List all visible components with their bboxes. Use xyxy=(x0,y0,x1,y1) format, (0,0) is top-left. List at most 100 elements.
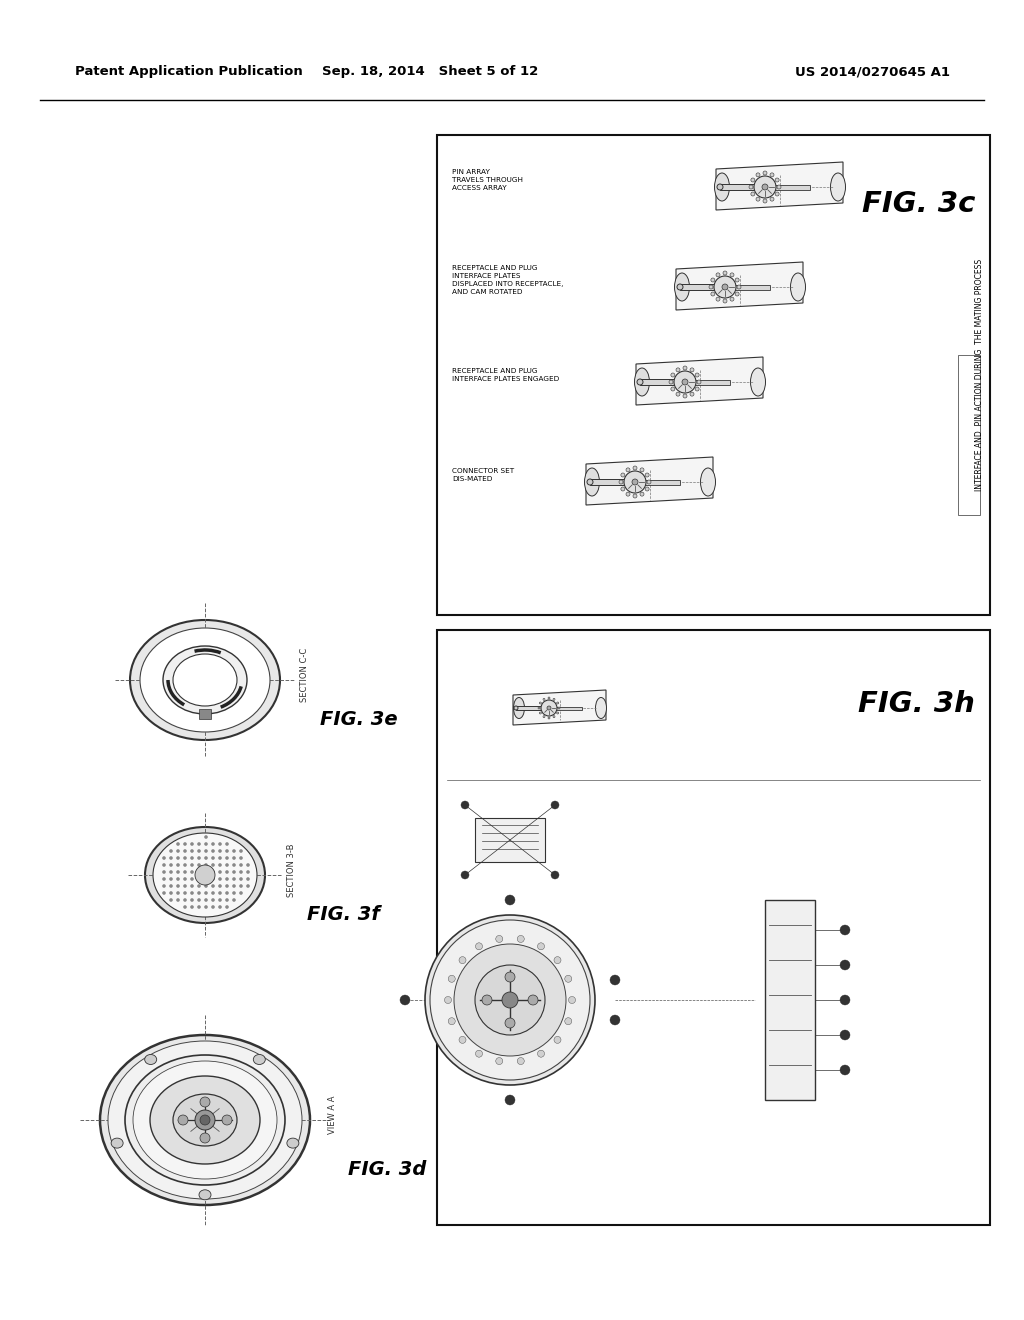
Circle shape xyxy=(204,906,208,908)
Circle shape xyxy=(183,878,186,880)
Circle shape xyxy=(162,884,166,888)
Circle shape xyxy=(756,173,760,177)
Circle shape xyxy=(695,374,699,378)
Circle shape xyxy=(548,697,550,700)
Bar xyxy=(725,285,770,290)
Circle shape xyxy=(674,371,696,393)
Circle shape xyxy=(770,197,774,201)
Text: FIG. 3c: FIG. 3c xyxy=(861,190,975,218)
Bar xyxy=(769,954,811,965)
Ellipse shape xyxy=(751,368,766,396)
Circle shape xyxy=(551,801,559,809)
Circle shape xyxy=(169,863,173,867)
Circle shape xyxy=(690,368,694,372)
Circle shape xyxy=(723,300,727,304)
Circle shape xyxy=(169,898,173,902)
Circle shape xyxy=(190,842,194,846)
Circle shape xyxy=(840,995,850,1005)
Circle shape xyxy=(195,865,215,884)
Circle shape xyxy=(459,1036,466,1043)
Circle shape xyxy=(751,191,755,195)
Circle shape xyxy=(222,1115,232,1125)
Circle shape xyxy=(459,957,466,964)
Circle shape xyxy=(218,878,222,880)
Circle shape xyxy=(204,863,208,867)
Ellipse shape xyxy=(130,620,280,741)
Circle shape xyxy=(162,863,166,867)
Circle shape xyxy=(246,863,250,867)
Circle shape xyxy=(218,884,222,888)
Text: RECEPTACLE AND PLUG
INTERFACE PLATES
DISPLACED INTO RECEPTACLE,
AND CAM ROTATED: RECEPTACLE AND PLUG INTERFACE PLATES DIS… xyxy=(452,265,563,294)
Circle shape xyxy=(626,492,630,496)
Circle shape xyxy=(162,870,166,874)
Bar xyxy=(765,185,810,190)
Text: PIN ARRAY
TRAVELS THROUGH
ACCESS ARRAY: PIN ARRAY TRAVELS THROUGH ACCESS ARRAY xyxy=(452,169,523,191)
Text: FIG. 3d: FIG. 3d xyxy=(348,1160,426,1179)
Circle shape xyxy=(554,1036,561,1043)
Circle shape xyxy=(763,172,767,176)
Circle shape xyxy=(482,995,492,1005)
Circle shape xyxy=(232,884,236,888)
Circle shape xyxy=(225,878,228,880)
Circle shape xyxy=(176,898,180,902)
Circle shape xyxy=(697,380,701,384)
Ellipse shape xyxy=(108,1041,302,1199)
Circle shape xyxy=(558,708,560,709)
Circle shape xyxy=(211,863,215,867)
Circle shape xyxy=(777,185,781,189)
Circle shape xyxy=(225,906,228,908)
Circle shape xyxy=(232,863,236,867)
Circle shape xyxy=(444,997,452,1003)
Circle shape xyxy=(204,836,208,838)
Circle shape xyxy=(190,849,194,853)
Circle shape xyxy=(169,857,173,859)
Circle shape xyxy=(553,715,555,718)
Circle shape xyxy=(240,870,243,874)
Circle shape xyxy=(475,965,545,1035)
Bar xyxy=(437,135,990,615)
Circle shape xyxy=(730,273,734,277)
Circle shape xyxy=(540,711,542,714)
Circle shape xyxy=(232,870,236,874)
Circle shape xyxy=(218,849,222,853)
Polygon shape xyxy=(716,162,843,210)
Circle shape xyxy=(198,870,201,874)
Ellipse shape xyxy=(596,697,606,718)
Circle shape xyxy=(246,884,250,888)
Ellipse shape xyxy=(140,628,270,733)
Circle shape xyxy=(640,467,644,471)
Ellipse shape xyxy=(677,284,683,290)
Circle shape xyxy=(169,884,173,888)
Circle shape xyxy=(775,178,779,182)
Circle shape xyxy=(190,891,194,895)
Text: US 2014/0270645 A1: US 2014/0270645 A1 xyxy=(795,66,950,78)
Circle shape xyxy=(190,863,194,867)
Circle shape xyxy=(754,176,776,198)
Circle shape xyxy=(461,801,469,809)
Circle shape xyxy=(198,878,201,880)
Circle shape xyxy=(225,870,228,874)
Circle shape xyxy=(218,863,222,867)
Circle shape xyxy=(183,870,186,874)
Circle shape xyxy=(756,197,760,201)
Circle shape xyxy=(195,1110,215,1130)
Circle shape xyxy=(632,479,638,484)
Circle shape xyxy=(225,857,228,859)
Text: RECEPTACLE AND PLUG
INTERFACE PLATES ENGAGED: RECEPTACLE AND PLUG INTERFACE PLATES ENG… xyxy=(452,368,559,381)
Bar xyxy=(437,630,990,1225)
Circle shape xyxy=(198,898,201,902)
Circle shape xyxy=(400,995,410,1005)
Circle shape xyxy=(190,870,194,874)
Circle shape xyxy=(840,925,850,935)
Circle shape xyxy=(626,467,630,471)
Circle shape xyxy=(240,857,243,859)
Circle shape xyxy=(204,842,208,846)
Circle shape xyxy=(676,392,680,396)
Circle shape xyxy=(211,842,215,846)
Circle shape xyxy=(183,891,186,895)
Circle shape xyxy=(183,863,186,867)
Ellipse shape xyxy=(675,273,689,301)
Ellipse shape xyxy=(513,697,524,718)
Circle shape xyxy=(671,374,675,378)
Circle shape xyxy=(565,1018,571,1024)
